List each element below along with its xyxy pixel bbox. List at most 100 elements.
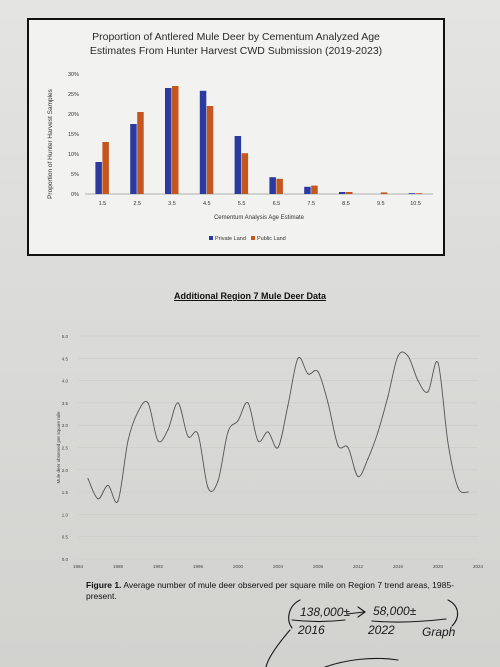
chart2-point — [307, 373, 309, 375]
chart1-xtick-label: 5.5 — [238, 201, 246, 207]
chart1-title-line2: Estimates From Hunter Harvest CWD Submis… — [89, 45, 383, 57]
chart1-bar — [339, 192, 346, 194]
chart2-series-line — [87, 351, 469, 503]
chart1-bar — [276, 178, 283, 194]
chart1-bar — [172, 86, 179, 194]
chart1-ytick-label: 20% — [68, 112, 79, 118]
ink-curve-tail — [265, 629, 291, 667]
section-heading: Additional Region 7 Mule Deer Data — [173, 291, 327, 301]
ink-bracket-left — [288, 599, 301, 629]
chart1-xtick-label: 8.5 — [342, 201, 350, 207]
chart2-xtick-label: 2020 — [433, 564, 444, 569]
chart2-point — [397, 355, 399, 357]
chart2-point — [177, 402, 179, 404]
ink-underline-left — [291, 619, 346, 623]
ink-count-2022: 58,000± — [373, 604, 417, 618]
chart2-point — [237, 420, 239, 422]
ink-bracket-right — [447, 599, 459, 627]
chart2-point — [417, 380, 419, 382]
chart2-point — [327, 402, 329, 404]
chart1-ytick-label: 30% — [68, 72, 79, 78]
chart1-xtick-label: 4.5 — [203, 201, 211, 207]
ink-arrow-head — [357, 606, 366, 618]
chart2-ytick-label: 2.5 — [62, 446, 69, 451]
chart1-bar — [380, 192, 388, 194]
chart2-point — [207, 487, 209, 489]
chart1-title-line1: Proportion of Antlered Mule Deer by Ceme… — [92, 31, 380, 43]
chart2-ylabel: Mule deer observed per square mile — [56, 411, 61, 484]
chart2-point — [407, 355, 409, 357]
chart2-point — [337, 444, 339, 446]
ink-arrow-shaft — [346, 611, 365, 615]
chart2-point — [137, 411, 139, 413]
chart2-point — [97, 498, 99, 500]
chart2-xtick-label: 2024 — [473, 564, 484, 569]
chart1-ytick-label: 10% — [68, 152, 79, 158]
chart2-ytick-label: 3.5 — [62, 401, 69, 406]
chart2-ytick-label: 0.5 — [62, 535, 69, 540]
chart2-ytick-label: 0.0 — [62, 557, 69, 562]
chart1-bar — [199, 90, 207, 194]
chart2-point — [87, 478, 89, 480]
chart1-bar — [346, 192, 353, 194]
chart2-xtick-label: 1984 — [73, 564, 84, 569]
chart1-xlabel: Cementum Analysis Age Estimate — [214, 215, 305, 221]
chart2-ytick-label: 4.0 — [62, 379, 69, 384]
chart2-point — [367, 458, 369, 460]
chart2-ytick-label: 1.5 — [62, 490, 69, 495]
chart1-bar — [304, 186, 311, 194]
chart1-xtick-label: 10.5 — [410, 201, 421, 207]
chart2-point — [247, 402, 249, 404]
chart1-legend-label: Public Land — [257, 236, 286, 242]
chart1-ytick-label: 5% — [71, 172, 79, 178]
chart1-title: Proportion of Antlered Mule Deer by Ceme… — [29, 30, 443, 58]
chart2-xtick-label: 2008 — [313, 564, 324, 569]
chart2-xtick-label: 2016 — [393, 564, 404, 569]
chart2-xtick-label: 2012 — [353, 564, 364, 569]
chart1-legend-swatch — [251, 236, 255, 240]
chart1-bar — [241, 153, 249, 194]
chart1-bar — [102, 142, 109, 194]
chart1-bar — [408, 193, 416, 194]
chart2-point — [107, 484, 109, 487]
chart2-point — [357, 475, 359, 478]
chart2-point — [377, 431, 379, 433]
chart1-ytick-label: 0% — [71, 192, 79, 198]
chart2-point — [437, 362, 439, 364]
deer-density-line-chart: 0.0 0.5 1.0 1.5 2.0 2.5 3.0 3.5 4.0 4.5 5.0 1984 198… — [56, 334, 484, 569]
chart2-ytick-label: 3.0 — [62, 423, 69, 428]
chart1-ytick-label: 15% — [68, 132, 79, 138]
chart1-bar — [234, 136, 242, 194]
chart1-ylabel: Proportion of Hunter Harvest Samples — [47, 88, 54, 199]
chart2-point — [187, 435, 189, 437]
chart2-point — [387, 395, 389, 397]
chart2-xtick-label: 1988 — [113, 564, 124, 569]
chart2-ytick-label: 4.5 — [62, 356, 69, 361]
chart2-xtick-label: 2004 — [273, 564, 284, 569]
figure-caption: Figure 1. Average number of mule deer ob… — [86, 580, 466, 602]
ink-curve-bottom — [324, 657, 399, 667]
chart2-point — [217, 480, 219, 482]
chart1-bar — [130, 124, 137, 194]
chart2-point — [347, 446, 349, 449]
chart2-point — [287, 404, 289, 406]
chart2-point — [267, 431, 269, 433]
ink-year-2016: 2016 — [297, 623, 325, 637]
chart1-xtick-label: 6.5 — [273, 201, 281, 207]
ink-count-2016: 138,000± — [300, 605, 350, 619]
chart2-point — [427, 391, 429, 393]
chart2-point — [447, 442, 449, 444]
chart2-point — [127, 440, 129, 442]
chart1-xtick-label: 7.5 — [307, 201, 315, 207]
chart2-xtick-label: 1996 — [193, 564, 204, 569]
chart1-bar — [95, 162, 102, 194]
chart2-point — [457, 487, 459, 489]
chart2-point — [277, 446, 279, 449]
chart2-point — [227, 431, 229, 433]
chart1-bar — [206, 106, 214, 194]
chart2-point — [147, 402, 149, 404]
chart2-point — [467, 491, 469, 493]
chart2-point — [297, 357, 299, 359]
chart2-point — [157, 440, 159, 442]
